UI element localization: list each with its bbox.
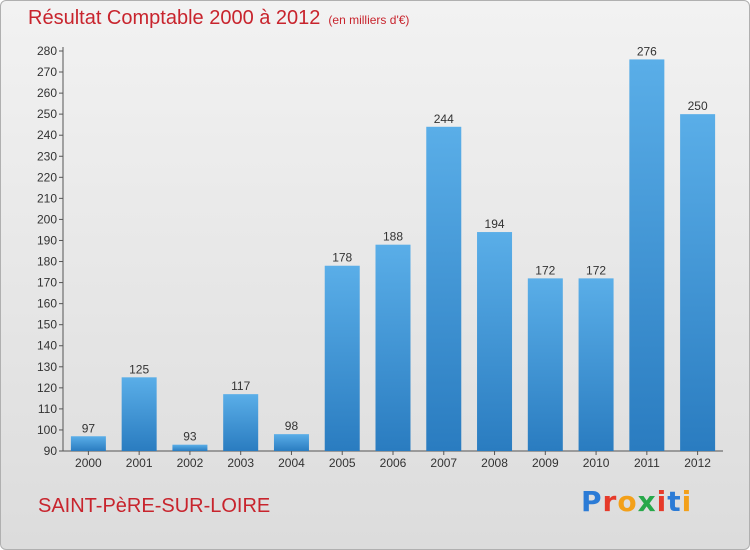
bar-2007 bbox=[426, 126, 462, 451]
y-tick-label: 180 bbox=[37, 255, 57, 269]
bar-2001 bbox=[121, 377, 157, 451]
bar-2005 bbox=[324, 265, 360, 451]
data-label-2000: 97 bbox=[82, 421, 96, 435]
data-label-2010: 172 bbox=[586, 263, 606, 277]
y-tick-label: 150 bbox=[37, 318, 57, 332]
y-tick-label: 170 bbox=[37, 276, 57, 290]
y-tick-label: 220 bbox=[37, 170, 57, 184]
y-tick-label: 130 bbox=[37, 360, 57, 374]
bar-2012 bbox=[680, 114, 716, 451]
data-label-2002: 93 bbox=[183, 430, 197, 444]
y-tick-label: 240 bbox=[37, 128, 57, 142]
logo-letter: t bbox=[667, 485, 682, 518]
logo-letter: x bbox=[637, 485, 657, 518]
x-tick-label-2009: 2009 bbox=[532, 456, 559, 470]
x-tick-label-2001: 2001 bbox=[126, 456, 153, 470]
x-tick-label-2006: 2006 bbox=[380, 456, 407, 470]
logo-letter: i bbox=[656, 485, 668, 518]
bar-2000 bbox=[70, 436, 106, 451]
data-label-2001: 125 bbox=[129, 362, 149, 376]
x-tick-label-2003: 2003 bbox=[227, 456, 254, 470]
bar-2011 bbox=[629, 59, 665, 451]
commune-name: SAINT-PèRE-SUR-LOIRE bbox=[38, 495, 271, 517]
x-tick-label-2007: 2007 bbox=[430, 456, 457, 470]
bar-2002 bbox=[172, 444, 208, 451]
logo-letter: i bbox=[681, 485, 693, 518]
data-label-2004: 98 bbox=[285, 419, 299, 433]
y-tick-label: 250 bbox=[37, 107, 57, 121]
data-label-2005: 178 bbox=[332, 251, 352, 265]
y-tick-label: 120 bbox=[37, 381, 57, 395]
x-tick-label-2004: 2004 bbox=[278, 456, 305, 470]
y-tick-label: 270 bbox=[37, 65, 57, 79]
logo-letter: r bbox=[602, 485, 618, 518]
x-tick-label-2012: 2012 bbox=[684, 456, 711, 470]
bar-2006 bbox=[375, 244, 411, 451]
x-tick-label-2010: 2010 bbox=[583, 456, 610, 470]
logo-letter: P bbox=[581, 485, 603, 518]
data-label-2008: 194 bbox=[485, 217, 505, 231]
data-label-2007: 244 bbox=[434, 112, 454, 126]
logo-letter: o bbox=[617, 485, 638, 518]
chart-title-text: Résultat Comptable 2000 à 2012 bbox=[28, 7, 321, 29]
bar-2004 bbox=[273, 434, 309, 451]
y-tick-label: 260 bbox=[37, 86, 57, 100]
chart-subtitle: (en milliers d'€) bbox=[328, 13, 410, 27]
bar-2008 bbox=[477, 232, 513, 451]
x-tick-label-2002: 2002 bbox=[177, 456, 204, 470]
x-tick-label-2000: 2000 bbox=[75, 456, 102, 470]
x-tick-label-2005: 2005 bbox=[329, 456, 356, 470]
y-tick-label: 210 bbox=[37, 191, 57, 205]
data-label-2006: 188 bbox=[383, 230, 403, 244]
x-tick-label-2008: 2008 bbox=[481, 456, 508, 470]
y-tick-label: 200 bbox=[37, 212, 57, 226]
y-tick-label: 110 bbox=[38, 402, 57, 416]
proxiti-logo: Proxiti bbox=[581, 485, 692, 518]
y-tick-label: 230 bbox=[37, 149, 57, 163]
data-label-2009: 172 bbox=[535, 263, 555, 277]
y-tick-label: 140 bbox=[37, 339, 57, 353]
x-tick-label-2011: 2011 bbox=[634, 456, 660, 470]
bars: 97 2000 125 2001 93 2002 117 2003 98 2004 178 2005 1… bbox=[70, 44, 716, 470]
y-tick-label: 190 bbox=[37, 233, 57, 247]
data-label-2003: 117 bbox=[231, 379, 250, 393]
bar-2009 bbox=[527, 278, 563, 451]
bar-2010 bbox=[578, 278, 614, 451]
data-label-2012: 250 bbox=[688, 99, 708, 113]
y-tick-label: 280 bbox=[37, 44, 57, 58]
y-tick-label: 90 bbox=[44, 444, 58, 458]
chart-title: Résultat Comptable 2000 à 2012 (en millie… bbox=[28, 7, 409, 30]
y-tick-label: 100 bbox=[37, 423, 57, 437]
data-label-2011: 276 bbox=[637, 44, 657, 58]
y-tick-label: 160 bbox=[37, 297, 57, 311]
bar-2003 bbox=[223, 394, 259, 451]
